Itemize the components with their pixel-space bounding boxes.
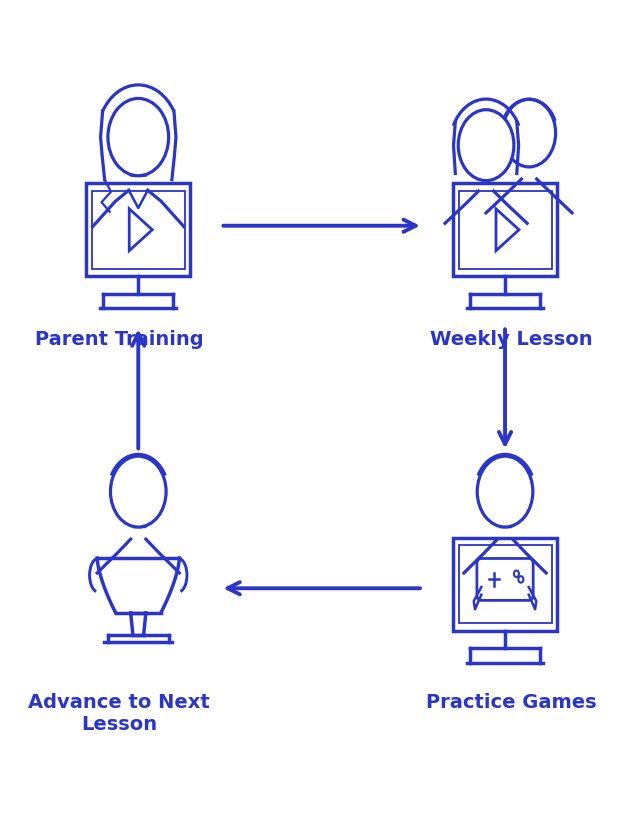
Circle shape [458, 110, 514, 181]
Text: Practice Games: Practice Games [426, 693, 596, 712]
Text: Parent Training: Parent Training [35, 330, 204, 349]
Text: Advance to Next
Lesson: Advance to Next Lesson [28, 693, 210, 734]
Text: Weekly Lesson: Weekly Lesson [430, 330, 593, 349]
